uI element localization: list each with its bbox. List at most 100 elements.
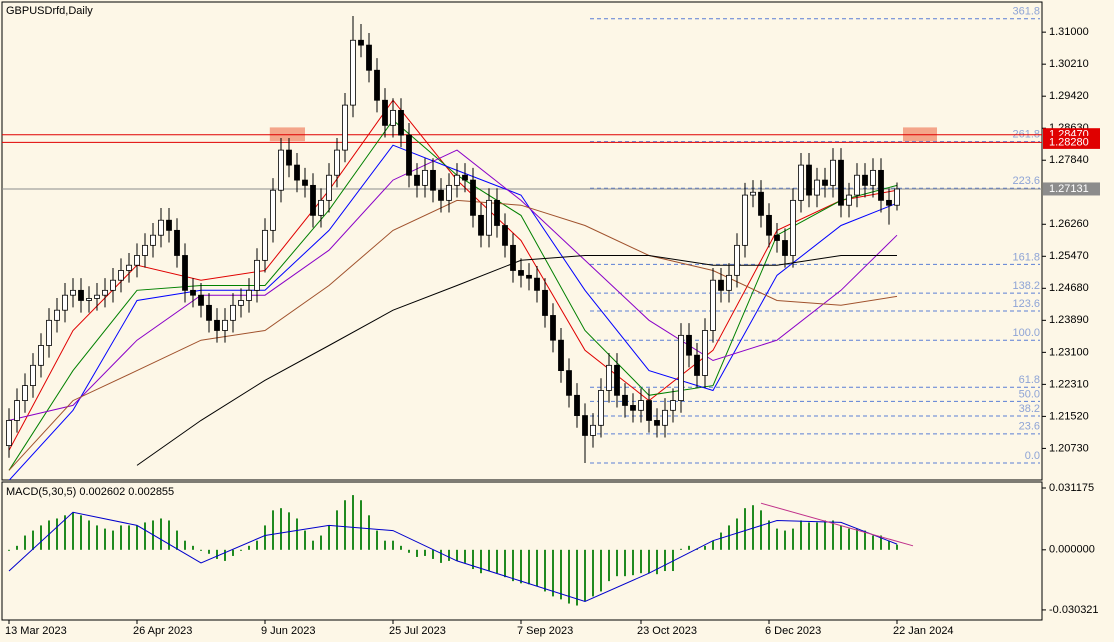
macd-bar: [296, 518, 298, 550]
macd-bar: [272, 510, 274, 550]
candle-body: [678, 334, 684, 401]
candle-body: [414, 174, 420, 186]
macd-bar: [8, 549, 10, 551]
macd-bar: [424, 549, 426, 556]
candle-body: [454, 174, 460, 186]
macd-bar: [336, 510, 338, 550]
y-tick-label: 1.29420: [1049, 90, 1089, 102]
macd-bar: [312, 540, 314, 550]
macd-bar: [720, 532, 722, 550]
candle-body: [134, 255, 140, 266]
candle-body: [614, 364, 620, 396]
candle-body: [190, 289, 196, 296]
candle-body: [462, 174, 468, 181]
macd-bar: [560, 549, 562, 600]
candle-body: [318, 199, 324, 216]
candle-body: [262, 229, 268, 261]
moving-average: [8, 99, 898, 451]
fib-label: 61.8: [1019, 374, 1040, 386]
macd-bar: [616, 549, 618, 577]
macd-bar: [504, 549, 506, 578]
candle-body: [638, 400, 644, 411]
candle-body: [390, 109, 396, 126]
x-tick-label: 22 Jan 2024: [893, 625, 954, 637]
macd-bar: [680, 548, 682, 550]
candle-body: [54, 309, 60, 321]
candle-body: [686, 334, 692, 356]
macd-bar: [24, 535, 26, 550]
moving-average: [8, 149, 898, 421]
macd-bar: [200, 549, 202, 551]
price-label-box: [1043, 135, 1100, 149]
candle-body: [14, 400, 20, 421]
macd-bar: [408, 549, 410, 553]
macd-bar: [384, 540, 386, 550]
signal-line: [8, 511, 898, 603]
macd-bar: [520, 549, 522, 584]
macd-bar: [712, 540, 714, 550]
candle-body: [590, 424, 596, 436]
macd-bar: [888, 540, 890, 550]
candle-body: [566, 370, 572, 396]
candle-body: [702, 330, 708, 376]
candle-body: [606, 364, 612, 391]
candle-body: [766, 214, 772, 236]
macd-bar: [352, 495, 354, 550]
candle-body: [822, 179, 828, 186]
candle-body: [574, 394, 580, 416]
y-tick-label: 1.24680: [1049, 282, 1089, 294]
y-tick-label: 1.31000: [1049, 26, 1089, 38]
candle-body: [790, 199, 796, 256]
macd-bar: [248, 545, 250, 550]
macd-bar: [624, 549, 626, 577]
fib-label: 161.8: [1012, 251, 1040, 263]
macd-bar: [784, 530, 786, 550]
macd-bar: [168, 520, 170, 550]
y-tick-label: 0.031175: [1049, 482, 1094, 494]
macd-bar: [64, 515, 66, 550]
candle-body: [518, 270, 524, 276]
macd-bar: [192, 545, 194, 550]
candle-body: [310, 184, 316, 216]
candle-body: [870, 169, 876, 186]
candle-body: [366, 44, 372, 71]
macd-bar: [288, 512, 290, 550]
candle-body: [782, 240, 788, 256]
candle-body: [270, 189, 276, 231]
candle-body: [886, 199, 892, 206]
candle-body: [150, 234, 156, 246]
macd-bar: [120, 525, 122, 550]
candle-body: [102, 289, 108, 296]
macd-bar: [368, 515, 370, 550]
candle-body: [854, 174, 860, 196]
candle-body: [350, 39, 356, 106]
macd-bar: [440, 549, 442, 563]
macd-bar: [568, 549, 570, 604]
macd-bar: [688, 545, 690, 550]
y-tick-label: 1.21520: [1049, 410, 1089, 422]
candle-body: [254, 259, 260, 291]
macd-bar: [544, 549, 546, 592]
candle-body: [142, 244, 148, 256]
macd-bar: [112, 530, 114, 550]
macd-bar: [584, 549, 586, 602]
x-tick-label: 25 Jul 2023: [389, 625, 446, 637]
y-tick-label: 1.22310: [1049, 378, 1089, 390]
macd-bar: [744, 508, 746, 550]
macd-plot: [8, 495, 914, 606]
macd-bar: [432, 549, 434, 559]
candle-body: [654, 420, 660, 426]
y-tick-label: 1.20730: [1049, 442, 1089, 454]
candle-body: [422, 169, 428, 186]
macd-bar: [632, 549, 634, 576]
candle-body: [494, 199, 500, 226]
candle-body: [230, 304, 236, 321]
candle-body: [750, 191, 756, 196]
macd-bar: [232, 549, 234, 556]
macd-bar: [512, 549, 514, 582]
candle-body: [206, 304, 212, 321]
candle-body: [6, 420, 12, 446]
macd-bar: [800, 520, 802, 550]
price-label-box: [1043, 182, 1100, 196]
